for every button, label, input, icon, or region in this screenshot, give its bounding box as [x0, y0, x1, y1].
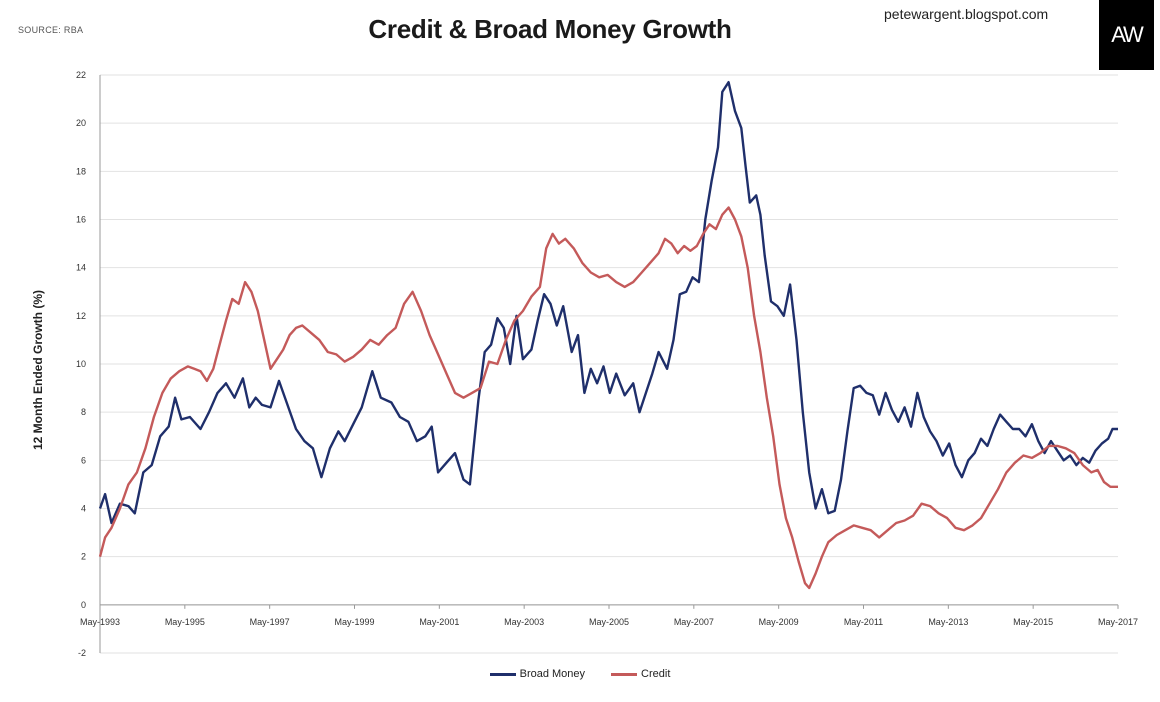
series-lines [98, 81, 1118, 590]
source-label: SOURCE: RBA [18, 25, 84, 35]
series-line-broad-money [98, 81, 1118, 525]
blog-url: petewargent.blogspot.com [884, 6, 1049, 22]
y-tick-label: 20 [76, 118, 86, 128]
gridlines [100, 74, 1118, 654]
y-tick-label: 4 [81, 504, 86, 514]
y-tick-label: 18 [76, 166, 86, 176]
y-tick-label: 12 [76, 311, 86, 321]
aw-logo: AW [1099, 0, 1154, 70]
x-tick-label: May-2003 [504, 617, 544, 627]
y-tick-label: 6 [81, 455, 86, 465]
x-tick-label: May-2009 [759, 617, 799, 627]
chart-title: Credit & Broad Money Growth [368, 14, 732, 44]
y-tick-label: -2 [78, 648, 86, 658]
y-tick-label: 0 [81, 600, 86, 610]
x-tick-label: May-2001 [419, 617, 459, 627]
x-tick-label: May-2007 [674, 617, 714, 627]
legend-swatch-broad-money [489, 672, 516, 676]
y-tick-label: 8 [81, 407, 86, 417]
legend-swatch-credit [611, 672, 638, 676]
y-tick-label: 16 [76, 215, 86, 225]
legend-label-broad-money: Broad Money [519, 668, 586, 680]
x-tick-label: May-2017 [1098, 617, 1138, 627]
legend-item-broad-money: Broad Money [489, 668, 586, 680]
x-tick-label: May-1993 [80, 617, 120, 627]
x-tick-label: May-2005 [589, 617, 629, 627]
x-tick-label: May-1999 [334, 617, 374, 627]
y-tick-label: 10 [76, 359, 86, 369]
x-tick-label: May-2013 [928, 617, 968, 627]
y-tick-label: 14 [76, 263, 86, 273]
y-axis-label: 12 Month Ended Growth (%) [31, 290, 45, 450]
y-tick-label: 2 [81, 552, 86, 562]
legend: Broad Money Credit [0, 668, 1160, 680]
legend-label-credit: Credit [641, 668, 671, 680]
series-line-credit [98, 206, 1118, 590]
x-tick-label: May-1997 [250, 617, 290, 627]
x-tick-label: May-2011 [844, 617, 883, 627]
y-tick-label: 22 [76, 70, 86, 80]
x-tick-label: May-2015 [1013, 617, 1053, 627]
legend-item-credit: Credit [611, 668, 670, 680]
x-tick-label: May-1995 [165, 617, 205, 627]
